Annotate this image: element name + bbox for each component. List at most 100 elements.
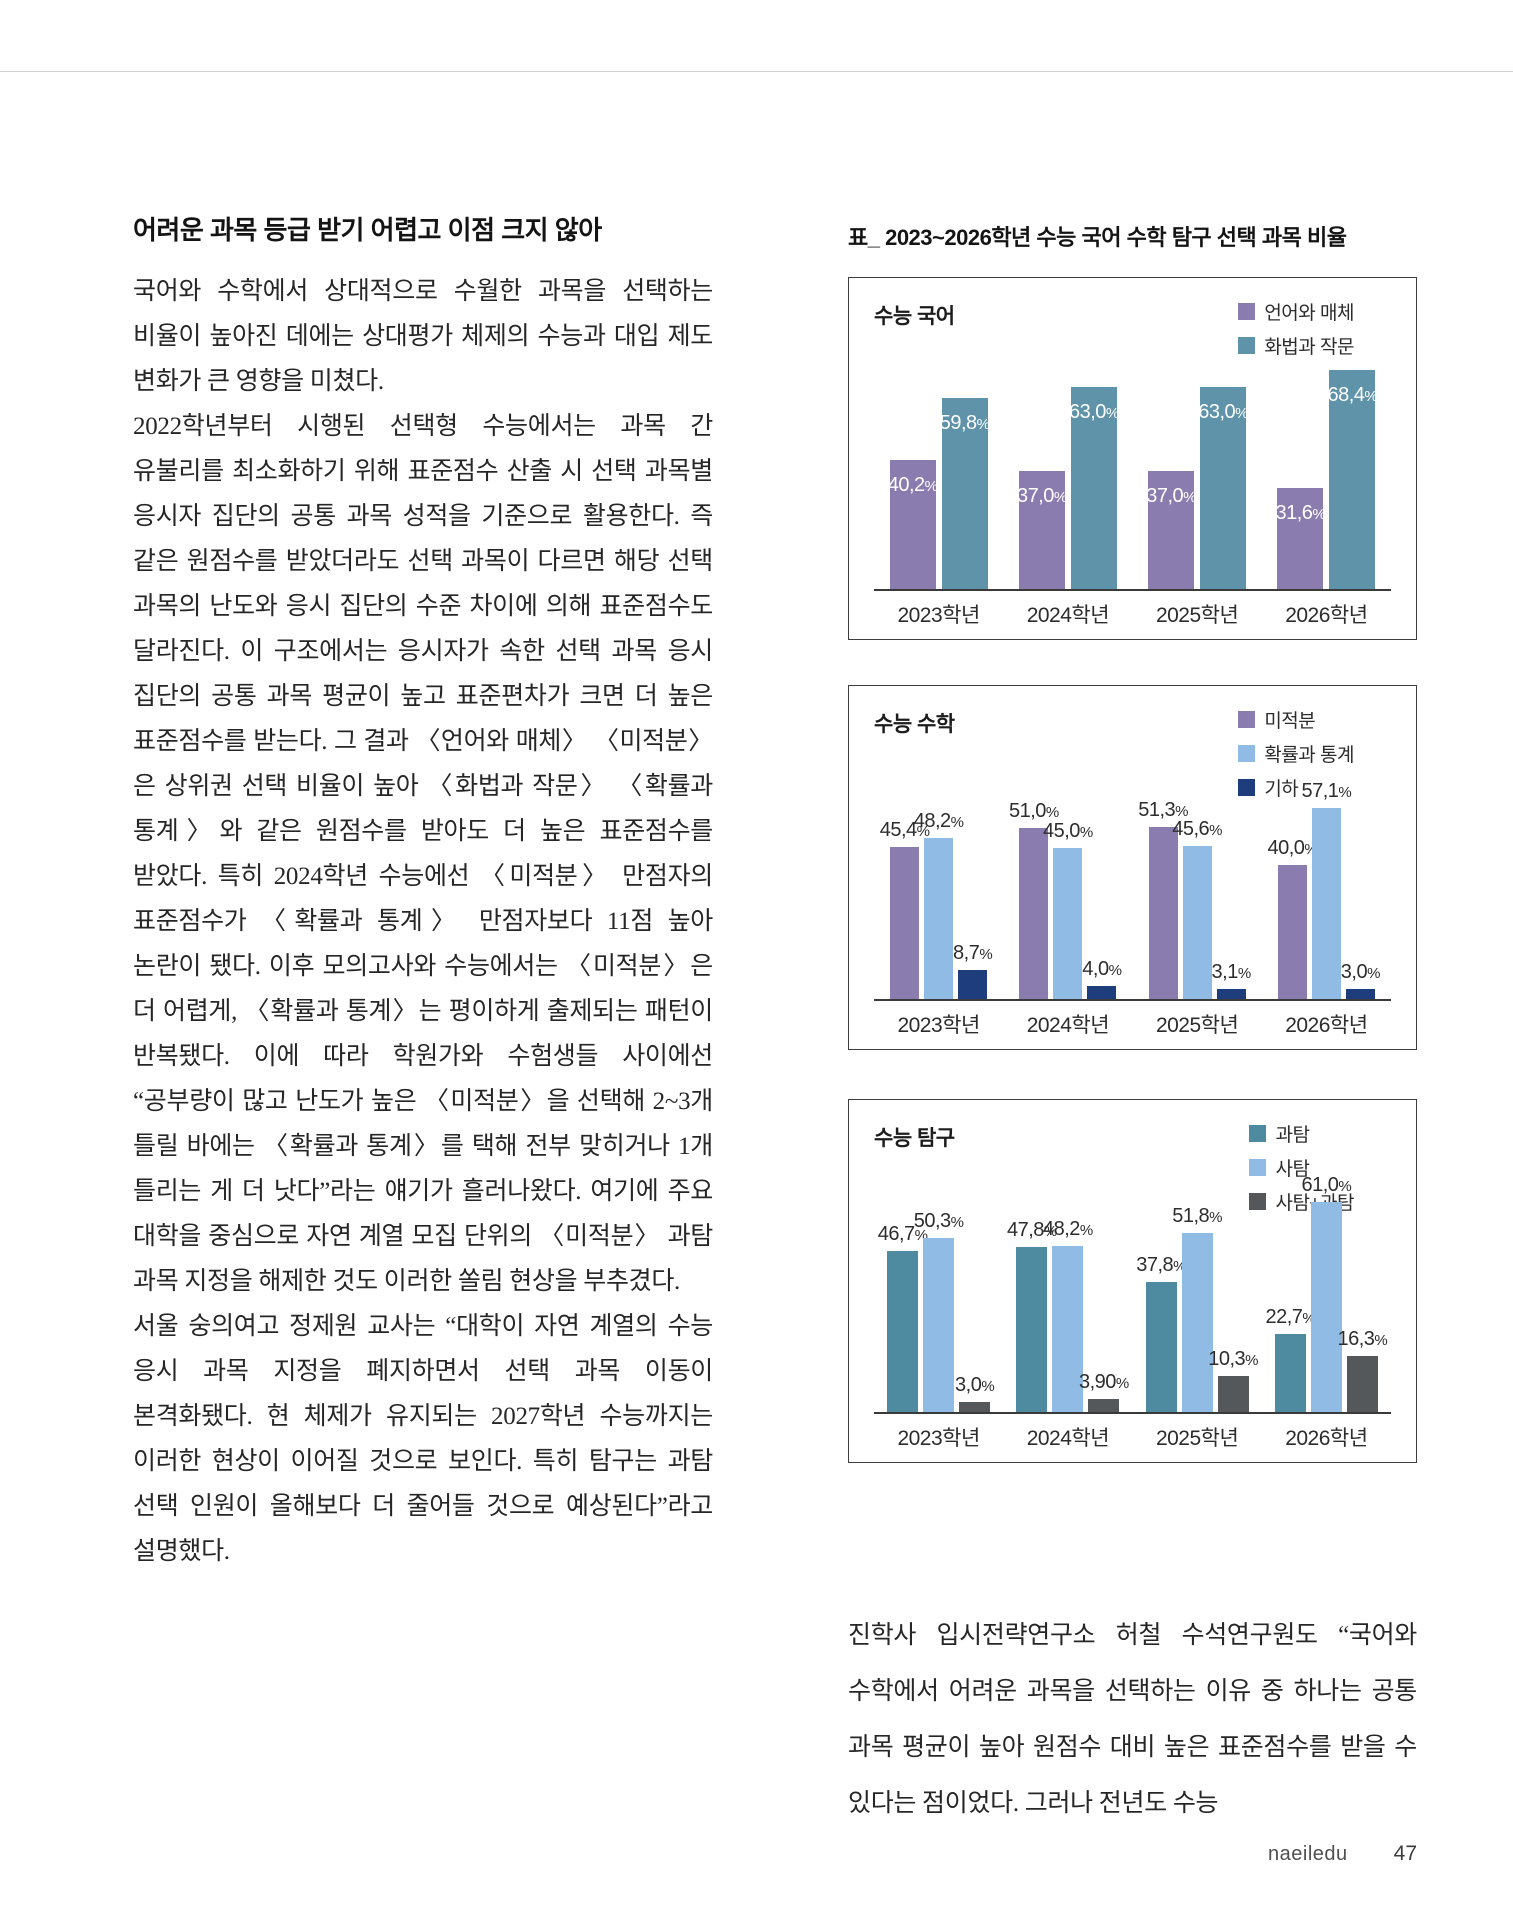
percent-sign: % bbox=[1374, 1332, 1388, 1349]
bar: 50,3% bbox=[914, 1210, 964, 1412]
bar: 68,4% bbox=[1327, 370, 1378, 589]
x-axis-label: 2023학년 bbox=[897, 1427, 980, 1450]
percent-sign: % bbox=[1115, 1375, 1129, 1392]
bar-value-label: 22,7% bbox=[1265, 1306, 1316, 1328]
bar: 51,3% bbox=[1138, 799, 1189, 999]
bar-group: 47,8% 48,2% 3,90% bbox=[1003, 1184, 1132, 1412]
bar: 10,3% bbox=[1208, 1348, 1259, 1412]
legend-item: 기하 bbox=[1238, 774, 1354, 801]
bar: 45,0% bbox=[1043, 820, 1093, 999]
bar: 31,6% bbox=[1275, 488, 1326, 589]
percent-sign: % bbox=[1105, 405, 1119, 422]
bar-value-label: 45,0% bbox=[1042, 820, 1093, 842]
x-axis-label: 2023학년 bbox=[897, 604, 980, 627]
percent-sign: % bbox=[950, 1214, 964, 1231]
percent-sign: % bbox=[1245, 1352, 1259, 1369]
chart-inquiry: 수능 탐구과탐사탐사탐+과탐46,7%50,3%3,0%47,8%48,2%3,… bbox=[848, 1099, 1417, 1463]
article-body: 국어와 수학에서 상대적으로 수월한 과목을 선택하는 비율이 높아진 데에는 … bbox=[133, 269, 713, 1574]
legend-swatch bbox=[1238, 745, 1256, 762]
percent-sign: % bbox=[916, 823, 930, 840]
bar-group: 31,6% 68,4% bbox=[1262, 357, 1391, 589]
bar-value-label: 45,4% bbox=[879, 819, 930, 841]
bar-group: 37,8% 51,8% 10,3% bbox=[1133, 1184, 1262, 1412]
legend-swatch bbox=[1238, 337, 1256, 354]
bar-value-label: 61,0% bbox=[1301, 1174, 1352, 1196]
bar: 45,6% bbox=[1172, 818, 1223, 999]
legend-swatch bbox=[1238, 303, 1256, 320]
bar-value-label: 10,3% bbox=[1208, 1348, 1259, 1370]
right-column: 표_ 2023~2026학년 수능 국어 수학 탐구 선택 과목 비율 수능 국… bbox=[848, 220, 1417, 1817]
legend-swatch bbox=[1238, 711, 1256, 728]
article-paragraph: 2022학년부터 시행된 선택형 수능에서는 과목 간 유불리를 최소화하기 위… bbox=[133, 413, 713, 1295]
legend-item: 화법과 작문 bbox=[1238, 332, 1354, 359]
bar: 4,0% bbox=[1082, 958, 1122, 999]
bar-value-label: 3,90% bbox=[1078, 1371, 1129, 1393]
bar-value-label: 4,0% bbox=[1082, 958, 1122, 980]
legend-item: 사탐 bbox=[1249, 1154, 1354, 1181]
percent-sign: % bbox=[1235, 405, 1249, 422]
bar-value-label: 63,0% bbox=[1198, 401, 1249, 423]
legend-swatch bbox=[1238, 779, 1256, 796]
bar: 48,2% bbox=[1043, 1218, 1093, 1412]
bars-row: 45,4% 48,2% 8,7% 51,0% 45,0% 4,0% 51,3% 45,6% 3,… bbox=[874, 769, 1391, 999]
bar: 51,0% bbox=[1009, 800, 1059, 999]
x-axis-label: 2025학년 bbox=[1155, 1014, 1239, 1037]
bar: 61,0% bbox=[1301, 1174, 1352, 1412]
x-axis-label: 2026학년 bbox=[1285, 604, 1368, 627]
bar-value-label: 16,3% bbox=[1337, 1328, 1388, 1350]
x-axis-line bbox=[874, 589, 1391, 591]
x-axis-label: 2025학년 bbox=[1155, 1427, 1239, 1450]
bar: 37,8% bbox=[1136, 1254, 1187, 1412]
x-axis-label: 2024학년 bbox=[1026, 604, 1110, 627]
x-axis-labels: 2023학년 2024학년 2025학년 2026학년 bbox=[874, 599, 1391, 629]
legend-item: 언어와 매체 bbox=[1238, 298, 1354, 325]
bar-value-label: 51,8% bbox=[1172, 1205, 1223, 1227]
bar: 57,1% bbox=[1301, 780, 1352, 999]
bar: 51,8% bbox=[1172, 1205, 1223, 1412]
page-number: 47 bbox=[1393, 1842, 1417, 1865]
article-paragraph: 서울 숭의여고 정제원 교사는 “대학이 자연 계열의 수능 응시 과목 지정을… bbox=[133, 1313, 713, 1565]
legend-label: 기하 bbox=[1264, 779, 1299, 800]
x-axis-label: 2023학년 bbox=[897, 1014, 980, 1037]
bar: 8,7% bbox=[953, 942, 993, 999]
bar-value-label: 48,2% bbox=[913, 810, 964, 832]
bar: 16,3% bbox=[1337, 1328, 1388, 1412]
bar: 37,0% bbox=[1146, 471, 1197, 589]
chart-title: 수능 탐구 bbox=[874, 1127, 955, 1150]
bar: 3,0% bbox=[1341, 961, 1380, 999]
legend-swatch bbox=[1249, 1193, 1267, 1210]
legend-label: 화법과 작문 bbox=[1264, 337, 1354, 358]
bar: 3,90% bbox=[1079, 1371, 1129, 1412]
percent-sign: % bbox=[1209, 1209, 1223, 1226]
bar-group: 40,2% 59,8% bbox=[874, 357, 1003, 589]
x-axis-label: 2025학년 bbox=[1155, 604, 1239, 627]
percent-sign: % bbox=[1338, 784, 1352, 801]
bar: 47,8% bbox=[1007, 1219, 1057, 1412]
brand-name: naeiledu bbox=[1268, 1843, 1348, 1865]
bar: 40,2% bbox=[887, 460, 938, 589]
bar: 59,8% bbox=[939, 398, 990, 589]
chart-title: 수능 국어 bbox=[874, 305, 955, 328]
chart-plot: 46,7% 50,3% 3,0% 47,8% 48,2% 3,90% 37,8% 51,8% 1… bbox=[874, 1174, 1391, 1452]
percent-sign: % bbox=[950, 814, 964, 831]
bar-value-label: 40,0% bbox=[1267, 837, 1318, 859]
legend-swatch bbox=[1249, 1159, 1267, 1176]
chart-korean: 수능 국어 언어와 매체 화법과 작문 40,2% 59,8% 37,0% 63,0% 37,… bbox=[848, 277, 1417, 640]
bar-value-label: 37,8% bbox=[1136, 1254, 1187, 1276]
bars-row: 40,2% 59,8% 37,0% 63,0% 37,0% 63,0% 31,6% 68,4% bbox=[874, 357, 1391, 589]
bar: 3,0% bbox=[955, 1374, 995, 1412]
percent-sign: % bbox=[976, 416, 990, 433]
percent-sign: % bbox=[1043, 1223, 1057, 1240]
page-footer: naeiledu 47 bbox=[1268, 1842, 1417, 1866]
bar-value-label: 59,8% bbox=[939, 412, 990, 434]
bar: 40,0% bbox=[1267, 837, 1318, 999]
bar-group: 22,7% 61,0% 16,3% bbox=[1262, 1174, 1391, 1412]
percent-sign: % bbox=[1338, 1178, 1352, 1195]
bar-group: 37,0% 63,0% bbox=[1133, 357, 1262, 589]
legend-item: 확률과 통계 bbox=[1238, 740, 1354, 767]
bar-value-label: 40,2% bbox=[887, 474, 938, 496]
x-axis-label: 2024학년 bbox=[1026, 1014, 1110, 1037]
bar: 37,0% bbox=[1017, 471, 1067, 589]
percent-sign: % bbox=[1045, 804, 1059, 821]
